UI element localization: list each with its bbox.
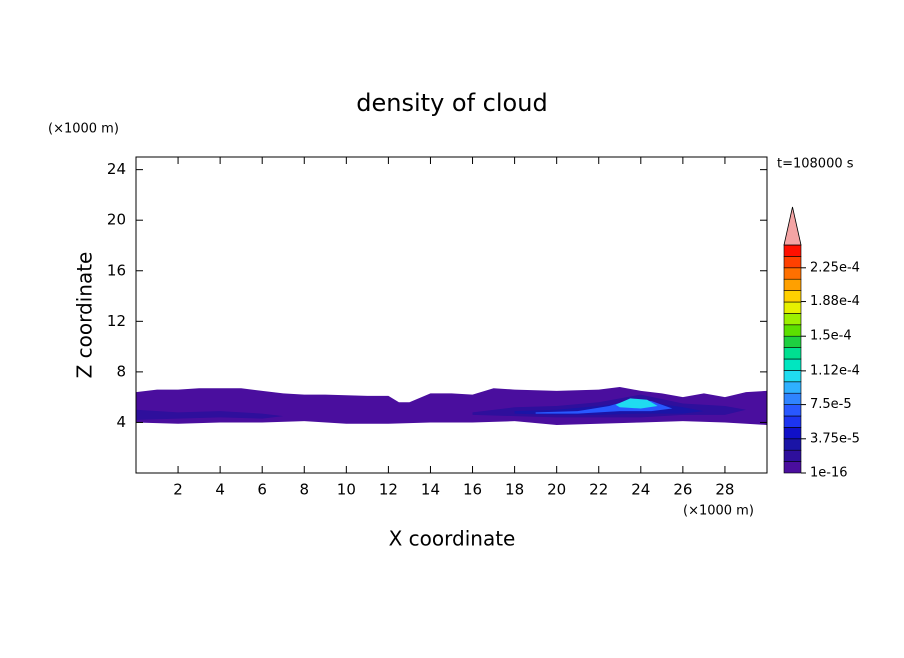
x-tick-label: 26: [673, 481, 692, 499]
colorbar-band: [783, 449, 802, 462]
colorbar-tick-label: 1.12e-4: [810, 363, 860, 378]
colorbar-band: [783, 461, 802, 474]
colorbar-band: [783, 427, 802, 440]
colorbar-band: [783, 278, 802, 291]
y-tick-label: 16: [107, 261, 126, 279]
colorbar-band: [783, 301, 802, 314]
colorbar-band: [783, 256, 802, 269]
y-tick-label: 4: [116, 413, 126, 431]
x-tick-label: 6: [257, 481, 267, 499]
x-tick-label: 16: [463, 481, 482, 499]
y-tick-label: 24: [107, 160, 126, 178]
colorbar-band: [783, 438, 802, 451]
contour-region: [136, 409, 284, 420]
colorbar-band: [783, 347, 802, 360]
colorbar-tick-label: 7.5e-5: [810, 397, 852, 412]
colorbar-band: [783, 290, 802, 303]
x-tick-label: 22: [589, 481, 608, 499]
x-tick-label: 4: [215, 481, 225, 499]
plot-frame: [135, 156, 768, 474]
colorbar-band: [783, 324, 802, 337]
x-tick-label: 18: [505, 481, 524, 499]
colorbar-band: [783, 415, 802, 428]
x-axis-label: X coordinate: [389, 527, 516, 551]
x-tick-label: 10: [337, 481, 356, 499]
colorbar-band: [783, 313, 802, 326]
colorbar-tick-label: 2.25e-4: [810, 260, 860, 275]
contour-region: [615, 398, 658, 409]
y-tick-label: 12: [107, 312, 126, 330]
colorbar-band: [783, 335, 802, 348]
x-unit: (×1000 m): [683, 504, 754, 519]
x-tick-label: 24: [631, 481, 650, 499]
y-tick-label: 8: [116, 362, 126, 380]
colorbar-tick-label: 1.5e-4: [810, 329, 852, 344]
colorbar-tick-label: 3.75e-5: [810, 431, 860, 446]
y-unit: (×1000 m): [48, 122, 119, 137]
chart-title: density of cloud: [356, 89, 547, 117]
y-tick-label: 20: [107, 211, 126, 229]
colorbar-tick-label: 1.88e-4: [810, 294, 860, 309]
colorbar-band: [783, 404, 802, 417]
colorbar-band: [783, 358, 802, 371]
colorbar-tick-label: 1e-16: [810, 466, 848, 481]
x-tick-label: 2: [173, 481, 183, 499]
colorbar-band: [783, 392, 802, 405]
x-tick-label: 28: [715, 481, 734, 499]
x-tick-label: 12: [379, 481, 398, 499]
colorbar-band: [783, 244, 802, 257]
colorbar-band: [783, 381, 802, 394]
time-label: t=108000 s: [777, 157, 854, 172]
x-tick-label: 14: [421, 481, 440, 499]
colorbar-extend: [783, 206, 802, 246]
y-axis-label: Z coordinate: [73, 252, 97, 379]
colorbar-band: [783, 267, 802, 280]
x-tick-label: 20: [547, 481, 566, 499]
x-tick-label: 8: [299, 481, 309, 499]
colorbar-band: [783, 370, 802, 383]
